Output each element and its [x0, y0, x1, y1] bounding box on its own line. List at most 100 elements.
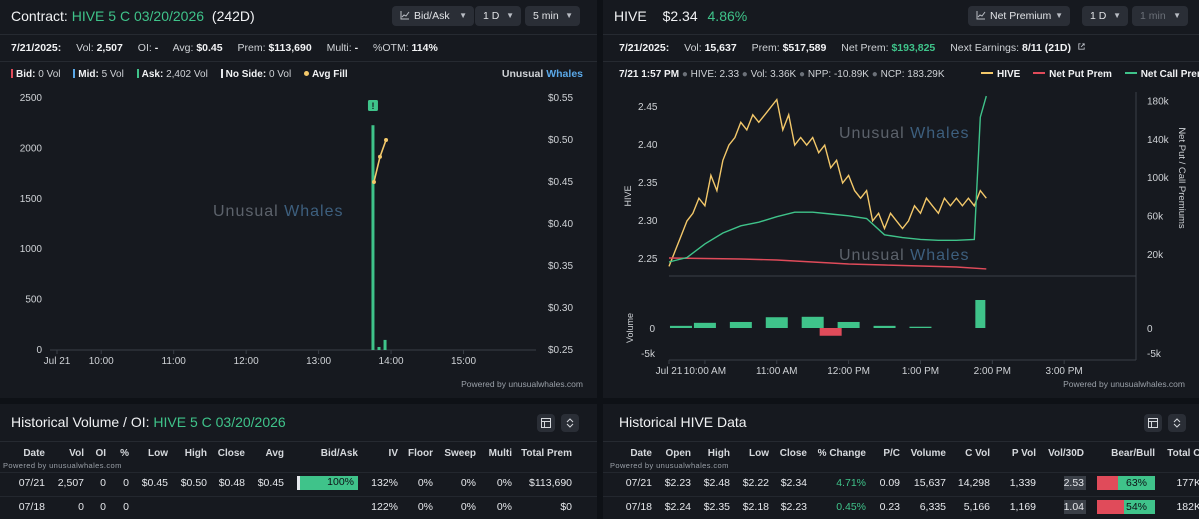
histhive-title: Historical HIVE Data — [619, 414, 747, 430]
column-header[interactable]: High — [707, 448, 730, 459]
watermark: Unusual Whales — [839, 247, 970, 264]
x-tick-label: 13:00 — [306, 356, 331, 367]
y-left-tick: 1500 — [20, 194, 43, 205]
column-header[interactable]: Vol/30D — [1048, 448, 1084, 459]
hive-interval-label: 1 min — [1140, 10, 1166, 22]
contract-chart[interactable]: 2500 2000 1500 1000 500 0 $0.55 $0.50 $0.45 $0.40… — [0, 78, 597, 398]
hive-powered-by[interactable]: Powered by unusualwhales.com — [1063, 379, 1185, 389]
table-row[interactable]: 07/21 $2.23 $2.48 $2.22 $2.34 4.71% 0.09 15,637… — [603, 473, 1199, 493]
hive-table-settings-button[interactable] — [1144, 414, 1162, 432]
y-left-tick: 2.25 — [638, 254, 658, 265]
bid-ask-fill — [297, 476, 358, 490]
column-header[interactable]: Open — [665, 448, 691, 459]
y-right-tick: 180k — [1147, 97, 1170, 108]
legend-ask[interactable]: Ask: 2,402 Vol — [136, 69, 208, 80]
vol-value: 2,507 — [96, 42, 123, 54]
legend-bid[interactable]: Bid: 0 Vol — [11, 69, 60, 80]
vol-right-tick: -5k — [1147, 349, 1162, 360]
column-header[interactable]: Vol — [69, 448, 84, 459]
vol-label: Vol: — [76, 42, 94, 54]
table-cell: $2.24 — [664, 501, 691, 513]
column-header[interactable]: P Vol — [1011, 448, 1036, 459]
column-header[interactable]: Avg — [265, 448, 284, 459]
column-header[interactable]: C Vol — [965, 448, 990, 459]
y-right-tick: $0.35 — [548, 261, 573, 272]
y-left-tick: 1000 — [20, 244, 43, 255]
table-row[interactable]: 07/18 $2.24 $2.35 $2.18 $2.23 0.45% 0.23 6,335 5… — [603, 497, 1199, 517]
column-header[interactable]: Floor — [408, 448, 433, 459]
column-header[interactable]: Close — [779, 448, 807, 459]
hive-range-select[interactable]: 1 D ▼ — [1082, 6, 1128, 26]
hive-chart-panel: HIVE $2.34 4.86% Net Premium ▼ 1 D ▼ 1 min… — [603, 0, 1199, 398]
legend-avgfill-label: Avg Fill — [311, 69, 348, 80]
column-header[interactable]: Low — [749, 448, 769, 459]
contract-title: Contract: HIVE 5 C 03/20/2026 (242D) — [11, 8, 255, 24]
volume-bar — [693, 322, 716, 328]
column-header[interactable]: Bid/Ask — [320, 448, 358, 459]
table-cell: 182K — [1176, 501, 1199, 513]
column-header[interactable]: Multi — [488, 448, 512, 459]
legend-avgfill[interactable]: Avg Fill — [303, 69, 348, 80]
column-header[interactable]: OI — [95, 448, 106, 459]
table-cell: 122% — [371, 501, 398, 513]
powered-by[interactable]: Powered by unusualwhales.com — [461, 379, 583, 389]
volume-bar — [765, 317, 788, 328]
table-cell: $2.35 — [703, 501, 730, 513]
hive-chart[interactable]: 2.45 2.40 2.35 2.30 2.25 180k 140k 100k 60k 20k 0 -… — [603, 78, 1199, 398]
range-select[interactable]: 1 D ▼ — [475, 6, 521, 26]
table-cell: $0.45 — [257, 477, 284, 489]
column-header[interactable]: IV — [388, 448, 398, 459]
hive-price: $2.34 — [662, 8, 698, 24]
legend-call[interactable]: Net Call Prem — [1124, 69, 1199, 80]
table-settings-button[interactable] — [537, 414, 555, 432]
avg-label: Avg: — [172, 42, 194, 54]
column-header[interactable]: Sweep — [444, 448, 476, 459]
table-cell: 177K — [1176, 477, 1199, 489]
y-right-axis-label: Net Put / Call Premiums — [1176, 127, 1187, 229]
table-cell: $2.22 — [742, 477, 769, 489]
hive-vol-value: 15,637 — [704, 42, 737, 54]
column-header[interactable]: Date — [630, 448, 652, 459]
column-header[interactable]: Low — [148, 448, 168, 459]
hive-range-label: 1 D — [1090, 10, 1107, 22]
y-right-tick: 140k — [1147, 135, 1170, 146]
volume-axis-label: Volume — [625, 313, 635, 343]
column-header[interactable]: % — [120, 448, 129, 459]
table-row[interactable]: 07/21 2,507 0 0 $0.45 $0.50 $0.48 $0.45 100% 132%… — [0, 473, 597, 493]
y-left-tick: 2.40 — [638, 140, 658, 151]
interval-select[interactable]: 5 min ▼ — [525, 6, 580, 26]
vol30d-value: 1.04 — [1063, 501, 1084, 513]
hive-interval-select[interactable]: 1 min ▼ — [1132, 6, 1188, 26]
column-header[interactable]: Bear/Bull — [1111, 448, 1155, 459]
column-header[interactable]: Total Prem — [521, 448, 572, 459]
table-row[interactable]: 07/18 0 0 0 122% 0% 0% 0% $0 — [0, 497, 597, 517]
legend-mid[interactable]: Mid: 5 Vol — [73, 69, 124, 80]
column-header[interactable]: Volume — [910, 448, 946, 459]
chart-mode-select[interactable]: Bid/Ask ▼ — [392, 6, 474, 26]
column-header[interactable]: P/C — [883, 448, 900, 459]
chevron-down-icon: ▼ — [1055, 11, 1063, 20]
table-cell: 07/18 — [18, 501, 45, 513]
legend-noside[interactable]: No Side: 0 Vol — [220, 69, 291, 80]
table-cell: $0.48 — [218, 477, 245, 489]
hive-expand-button[interactable] — [1168, 414, 1186, 432]
column-header[interactable]: Date — [23, 448, 45, 459]
y-right-tick: 100k — [1147, 173, 1170, 184]
premium-mode-select[interactable]: Net Premium ▼ — [968, 6, 1070, 26]
watermark: Unusual Whales — [213, 203, 344, 220]
volume-bar — [837, 321, 860, 328]
contract-symbol[interactable]: HIVE 5 C 03/20/2026 — [71, 8, 205, 24]
table-cell: $0 — [560, 501, 572, 513]
bid-ask-bar: 100% — [297, 476, 358, 490]
expand-button[interactable] — [561, 414, 579, 432]
legend-hive[interactable]: HIVE — [981, 69, 1020, 80]
column-header[interactable]: Total O — [1167, 448, 1199, 459]
external-link-icon[interactable] — [1077, 42, 1086, 51]
column-header[interactable]: High — [184, 448, 207, 459]
column-header[interactable]: % Change — [817, 448, 866, 459]
legend-put[interactable]: Net Put Prem — [1033, 69, 1112, 80]
column-header[interactable]: Close — [217, 448, 245, 459]
x-tick-label: 14:00 — [379, 356, 404, 367]
x-tick-label: 11:00 AM — [756, 366, 798, 377]
table-cell: 07/18 — [625, 501, 652, 513]
